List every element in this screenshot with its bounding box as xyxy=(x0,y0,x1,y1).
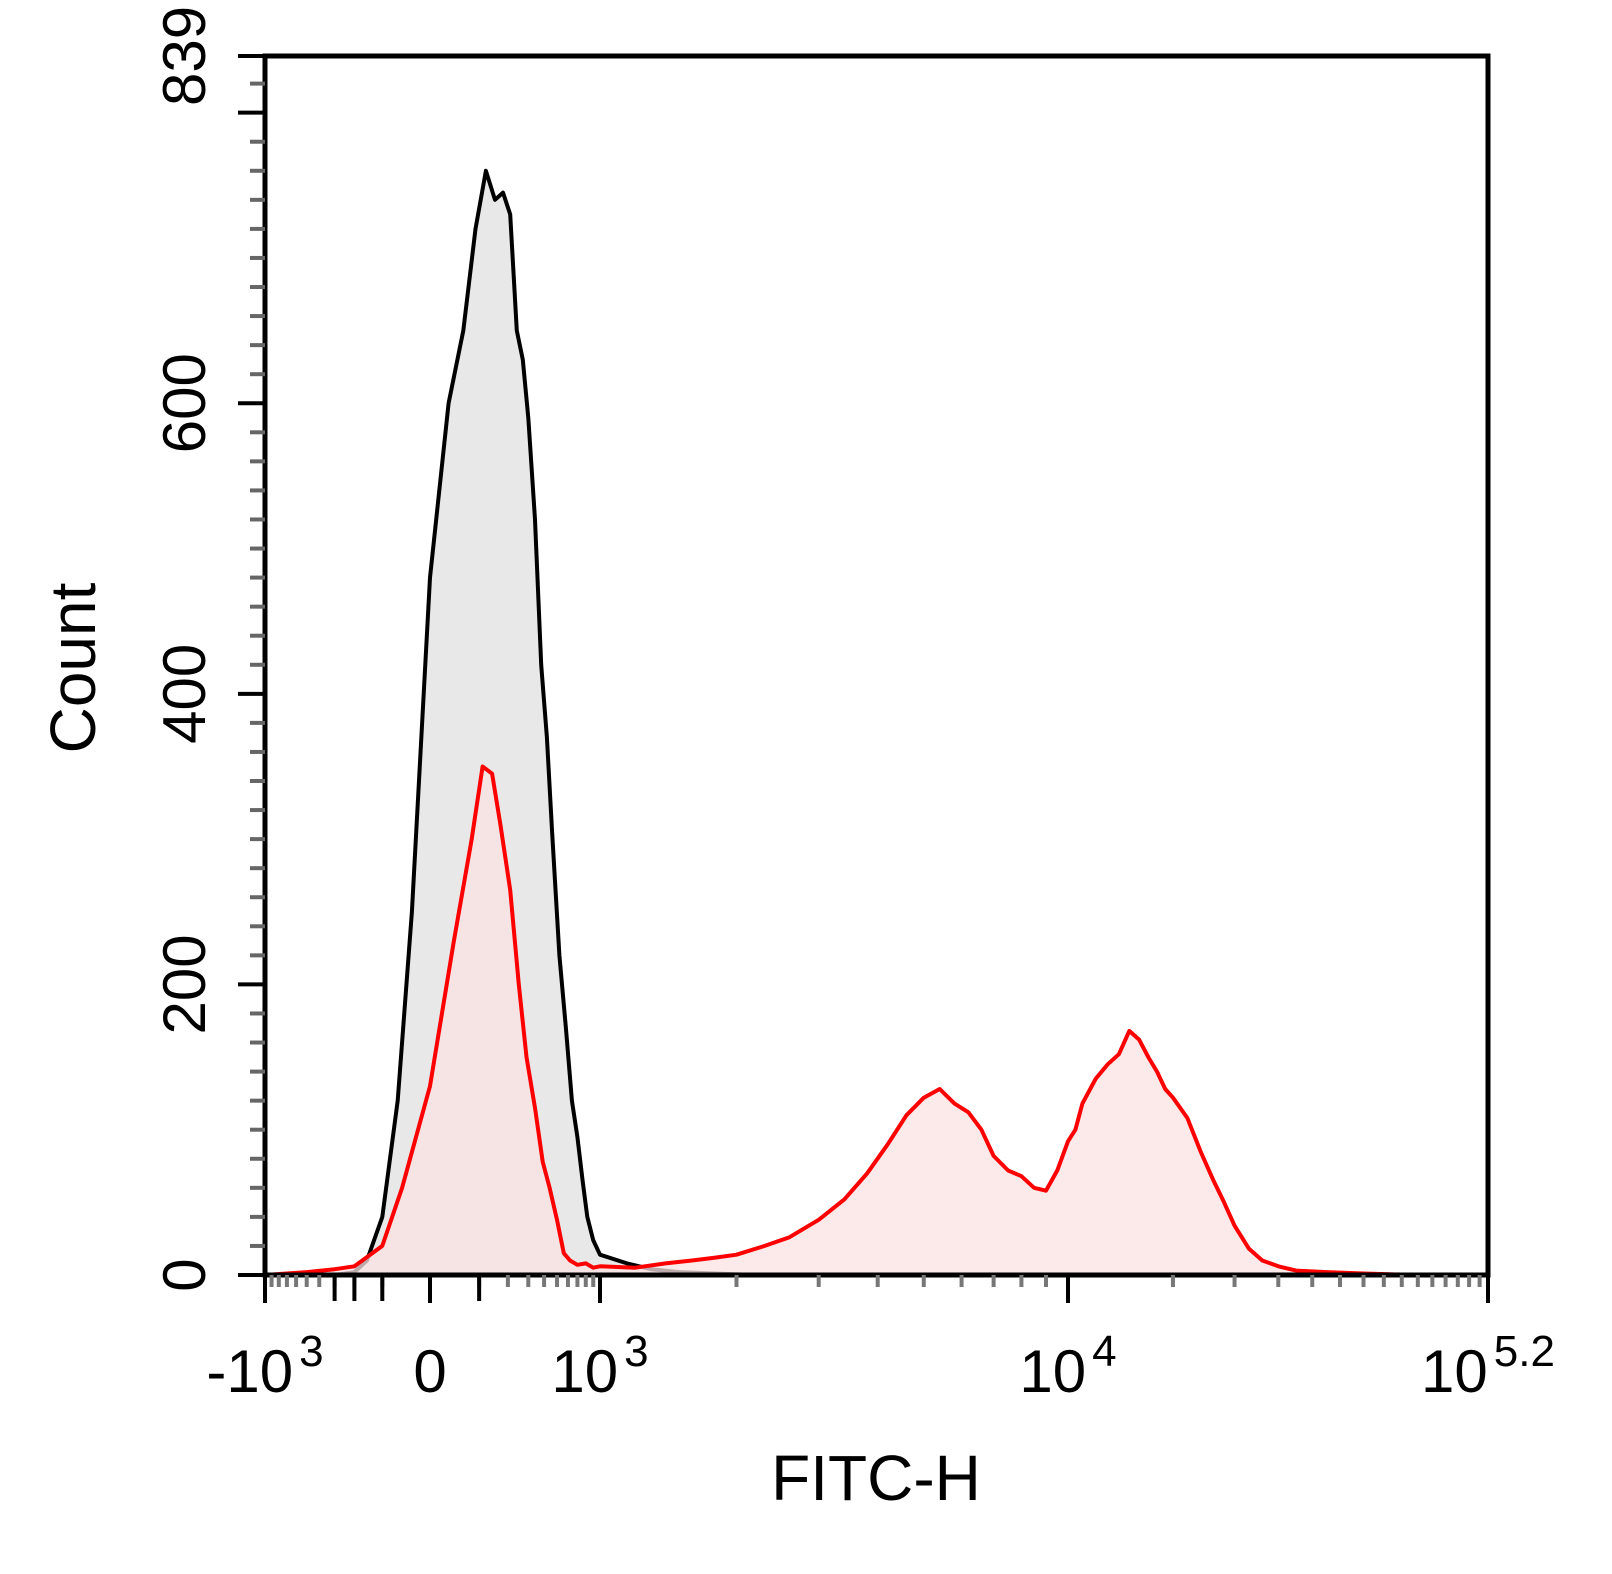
x-axis: -10 3 0 10 3 10 4 10 5.2 xyxy=(206,1275,1555,1405)
y-axis-title: Count xyxy=(37,582,109,753)
y-tick-label: 0 xyxy=(151,1258,218,1291)
x-tick-label: -10 3 xyxy=(206,1327,323,1405)
series-layer xyxy=(264,168,1488,1277)
x-tick-label: 10 4 xyxy=(1019,1327,1116,1405)
x-tick-label: 10 3 xyxy=(551,1327,648,1405)
x-tick-label: 10 5.2 xyxy=(1421,1327,1555,1405)
series-1-area xyxy=(265,766,1488,1275)
series-1-line xyxy=(264,764,1488,1277)
series-0-area xyxy=(265,170,1488,1275)
y-tick-label: 839 xyxy=(151,6,218,106)
y-tick-label: 200 xyxy=(151,934,218,1034)
y-tick-label: 400 xyxy=(151,644,218,744)
x-axis-title: FITC-H xyxy=(771,1442,981,1514)
series-0-line xyxy=(265,168,1488,1277)
x-tick-label: 0 xyxy=(413,1338,446,1405)
y-axis: 0 200 400 600 839 xyxy=(151,6,265,1292)
y-tick-label: 600 xyxy=(151,353,218,453)
